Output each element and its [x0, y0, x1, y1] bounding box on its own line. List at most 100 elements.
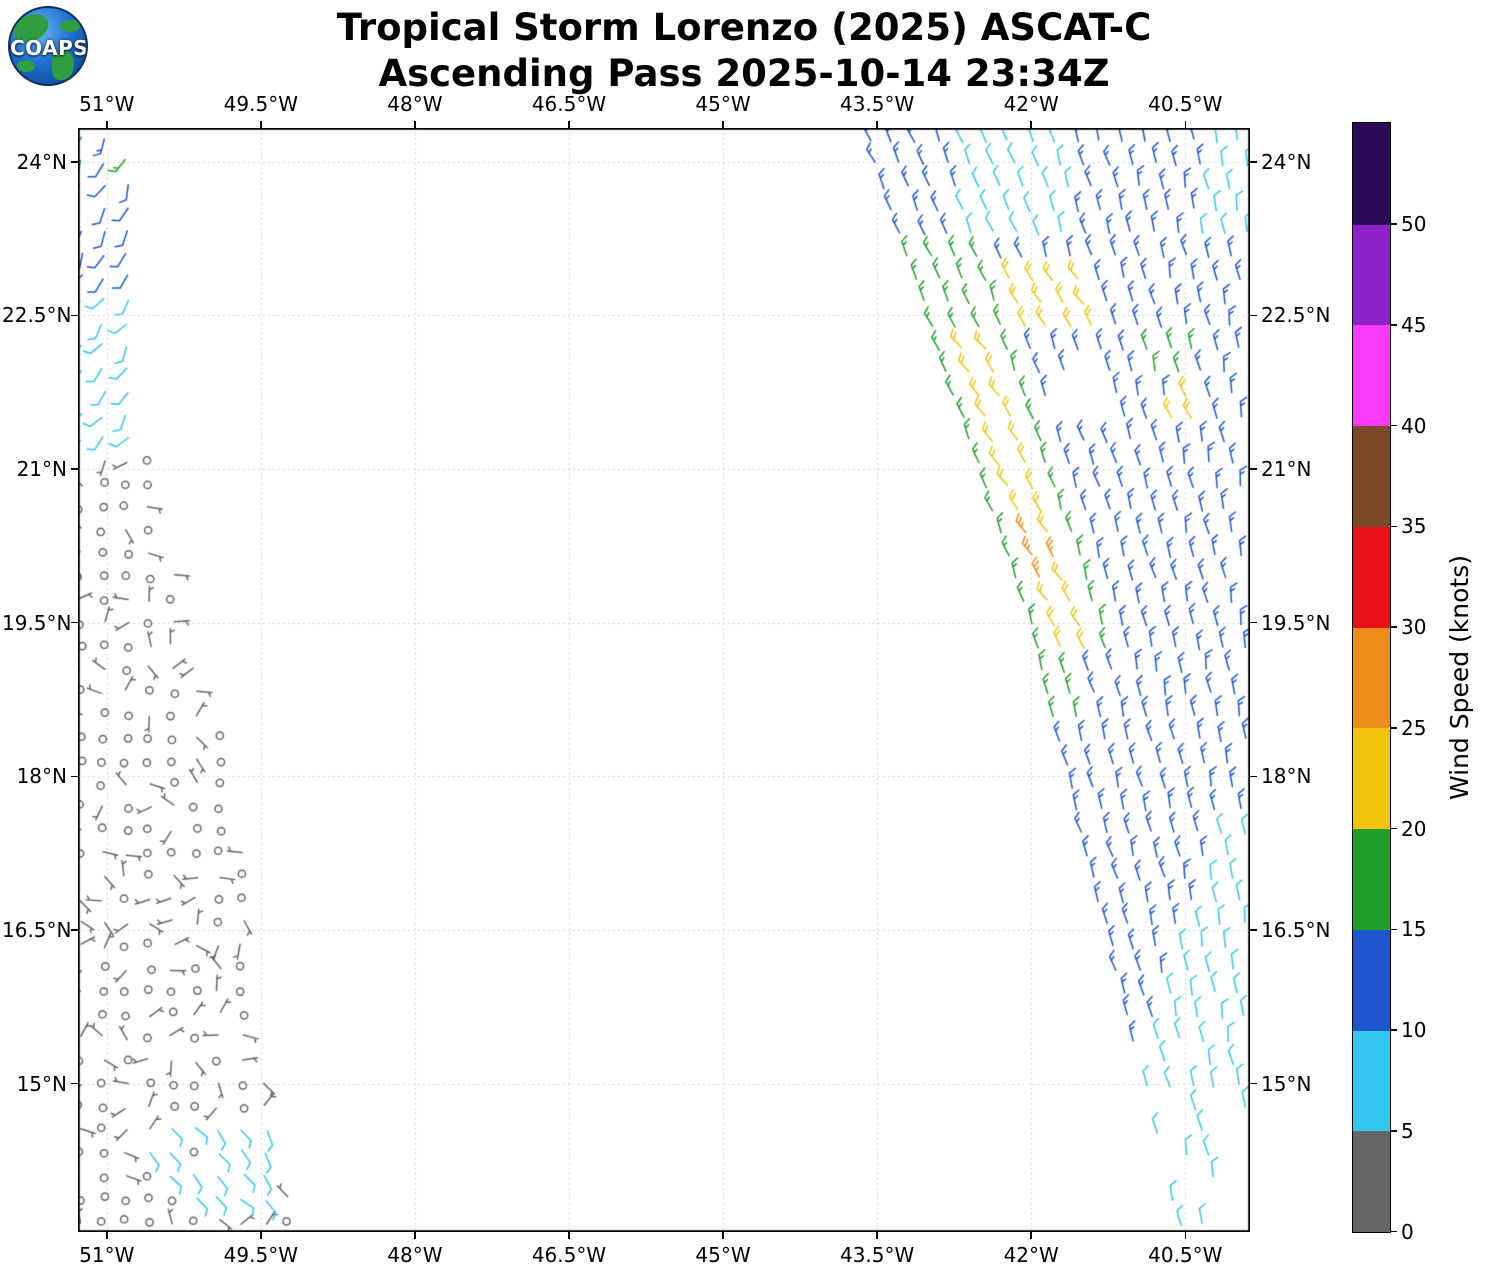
x-tick-label: 48°W — [387, 92, 443, 116]
colorbar-tick — [1391, 424, 1397, 427]
colorbar-segment — [1353, 324, 1390, 427]
y-tick-left — [71, 621, 78, 624]
chart-title-line2: Ascending Pass 2025-10-14 23:34Z — [378, 52, 1110, 95]
colorbar-tick — [1391, 1029, 1397, 1031]
colorbar-segment — [1353, 1130, 1390, 1232]
y-tick-label: 24°N — [1261, 149, 1312, 174]
y-tick-label: 15°N — [16, 1071, 67, 1096]
colorbar-segment — [1353, 425, 1390, 527]
x-tick-label: 51°W — [79, 92, 135, 116]
x-tick-label: 48°W — [387, 1243, 443, 1264]
x-tick-label: 49.5°W — [223, 1243, 298, 1264]
colorbar-tick-label: 45 — [1401, 312, 1427, 337]
chart-title-line1: Tropical Storm Lorenzo (2025) ASCAT-C — [336, 6, 1152, 49]
x-tick-top — [260, 121, 262, 128]
y-tick-right — [1250, 468, 1257, 470]
colorbar-tick — [1391, 324, 1397, 326]
x-tick-bottom — [722, 1232, 724, 1239]
colorbar-tick — [1391, 525, 1397, 528]
colorbar-segment — [1353, 627, 1390, 729]
colorbar-tick — [1391, 827, 1397, 830]
y-tick-left — [71, 161, 78, 163]
colorbar-tick — [1391, 223, 1397, 225]
x-tick-top — [106, 121, 108, 128]
colorbar-segment — [1353, 828, 1390, 930]
y-tick-label: 19.5°N — [2, 610, 72, 635]
colorbar-tick — [1391, 626, 1397, 628]
y-tick-label: 16.5°N — [2, 917, 72, 942]
y-tick-label: 24°N — [16, 149, 67, 174]
y-tick-right — [1250, 621, 1257, 624]
globe-icon: COAPS — [8, 6, 88, 86]
x-tick-top — [722, 121, 724, 128]
x-tick-bottom — [876, 1232, 878, 1239]
x-tick-bottom — [260, 1232, 262, 1239]
x-tick-bottom — [1184, 1232, 1187, 1239]
y-tick-left — [71, 1082, 78, 1085]
colorbar-tick — [1391, 1130, 1397, 1132]
coaps-logo: COAPS — [8, 6, 88, 86]
y-tick-right — [1250, 161, 1257, 163]
y-tick-label: 16.5°N — [1261, 917, 1331, 942]
x-tick-label: 45°W — [695, 1243, 751, 1264]
x-tick-bottom — [414, 1232, 416, 1239]
y-tick-left — [71, 468, 78, 470]
colorbar-tick — [1391, 1230, 1397, 1233]
x-tick-label: 42°W — [1003, 92, 1059, 116]
colorbar-tick-label: 25 — [1401, 715, 1427, 740]
colorbar-segment — [1353, 123, 1390, 225]
x-tick-top — [1030, 121, 1032, 128]
x-tick-top — [876, 121, 878, 128]
colorbar-tick-label: 10 — [1401, 1018, 1427, 1043]
y-tick-label: 18°N — [1261, 764, 1312, 789]
y-tick-left — [71, 314, 78, 317]
colorbar-tick-label: 50 — [1401, 212, 1427, 237]
colorbar-tick — [1391, 928, 1397, 931]
colorbar-segment — [1353, 526, 1390, 628]
colorbar-label-wrap: Wind Speed (knots) — [1437, 122, 1481, 1233]
colorbar-tick-label: 0 — [1401, 1219, 1414, 1244]
x-tick-label: 46.5°W — [531, 1243, 607, 1264]
logo-text: COAPS — [10, 36, 88, 60]
y-tick-right — [1250, 314, 1257, 317]
x-tick-bottom — [1030, 1232, 1032, 1239]
x-tick-label: 46.5°W — [531, 92, 607, 116]
colorbar-tick-label: 5 — [1401, 1118, 1414, 1143]
colorbar-segment — [1353, 1029, 1390, 1132]
x-tick-label: 49.5°W — [223, 92, 298, 116]
y-tick-right — [1250, 775, 1257, 778]
colorbar-tick-label: 35 — [1401, 514, 1427, 539]
y-tick-label: 22.5°N — [2, 303, 72, 328]
x-tick-top — [414, 121, 416, 128]
colorbar-segment — [1353, 929, 1390, 1031]
x-tick-label: 40.5°W — [1148, 1243, 1223, 1264]
y-tick-label: 18°N — [16, 764, 67, 789]
x-tick-label: 40.5°W — [1148, 92, 1223, 116]
y-tick-label: 19.5°N — [1261, 610, 1331, 635]
colorbar — [1352, 122, 1391, 1233]
y-tick-left — [71, 929, 78, 931]
colorbar-tick-label: 40 — [1401, 413, 1427, 438]
colorbar-tick-label: 20 — [1401, 816, 1427, 841]
y-tick-left — [71, 775, 78, 778]
x-tick-bottom — [106, 1232, 108, 1239]
colorbar-label: Wind Speed (knots) — [1444, 554, 1474, 801]
y-tick-label: 21°N — [16, 457, 67, 482]
x-tick-label: 42°W — [1003, 1243, 1059, 1264]
y-tick-label: 15°N — [1261, 1071, 1312, 1096]
colorbar-tick-label: 15 — [1401, 917, 1427, 942]
y-tick-label: 21°N — [1261, 457, 1312, 482]
wind-barb-map — [78, 128, 1250, 1232]
colorbar-tick — [1391, 727, 1397, 729]
colorbar-segment — [1353, 224, 1390, 326]
x-tick-bottom — [568, 1232, 570, 1239]
x-tick-label: 45°W — [695, 92, 751, 116]
x-tick-top — [1184, 121, 1187, 128]
x-tick-label: 43.5°W — [839, 92, 915, 116]
x-tick-label: 51°W — [79, 1243, 135, 1264]
colorbar-segment — [1353, 727, 1390, 830]
y-tick-label: 22.5°N — [1261, 303, 1331, 328]
y-tick-right — [1250, 1082, 1257, 1085]
colorbar-tick-label: 30 — [1401, 615, 1427, 640]
